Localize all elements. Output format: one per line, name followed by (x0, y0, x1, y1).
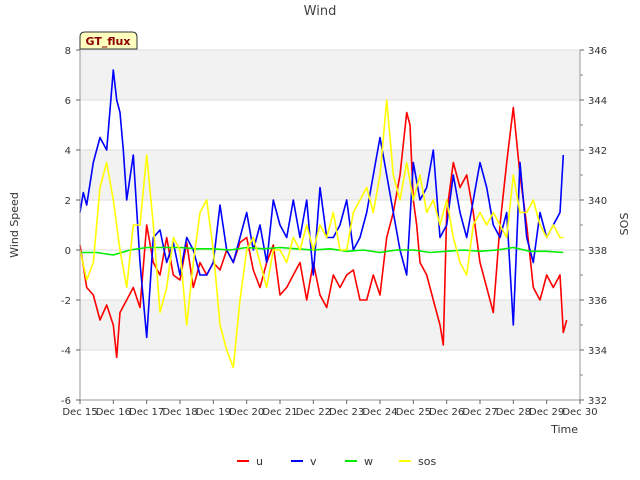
plot-background (80, 50, 580, 400)
y2-tick-label-3: 338 (588, 246, 607, 257)
legend-label-w: w (364, 455, 373, 468)
y-tick-label-6: 6 (65, 96, 71, 107)
legend-label-v: v (310, 455, 317, 468)
y2-tick-label-1: 334 (588, 346, 607, 357)
y2-tick-label-2: 336 (588, 296, 607, 307)
badge-box (79, 31, 138, 50)
y-tick-label-4: 2 (65, 196, 71, 207)
series-line-u (79, 106, 568, 359)
badge-label: GT_flux (86, 35, 131, 48)
x-tick-label-11: Dec 26 (429, 407, 464, 418)
x-tick-label-9: Dec 24 (362, 407, 397, 418)
legend-label-u: u (256, 455, 263, 468)
y-tick-label-3: 0 (65, 246, 71, 257)
legend: u v w sos (237, 455, 436, 468)
y-tick-label-5: 4 (65, 146, 71, 157)
x-tick-label-8: Dec 23 (329, 407, 364, 418)
band-1 (80, 150, 580, 200)
y2-ticks: 332 334 336 338 340 342 344 346 (580, 46, 607, 407)
x-axis-title: Time (550, 423, 578, 436)
y-axis-title: Wind Speed (8, 192, 21, 258)
x-tick-label-5: Dec 20 (229, 407, 264, 418)
series-line-w (80, 246, 564, 256)
x-tick-label-7: Dec 22 (296, 407, 331, 418)
y2-tick-label-0: 332 (588, 396, 607, 407)
chart-title: Wind (304, 4, 337, 19)
site-badge: GT_flux (79, 31, 138, 50)
series-lines (79, 69, 568, 369)
y-ticks: -6 -4 -2 0 2 4 6 8 (61, 46, 80, 407)
y2-tick-label-6: 344 (588, 96, 607, 107)
x-tick-label-14: Dec 29 (529, 407, 564, 418)
band-0 (80, 300, 580, 350)
y-tick-label-0: -6 (61, 396, 71, 407)
x-tick-label-10: Dec 25 (396, 407, 431, 418)
x-tick-label-0: Dec 15 (62, 407, 97, 418)
y2-tick-label-5: 342 (588, 146, 607, 157)
x-tick-label-2: Dec 17 (129, 407, 164, 418)
x-tick-label-3: Dec 18 (162, 407, 197, 418)
x-tick-label-6: Dec 21 (262, 407, 297, 418)
x-tick-label-13: Dec 28 (496, 407, 531, 418)
y2-tick-label-7: 346 (588, 46, 607, 57)
x-tick-label-12: Dec 27 (462, 407, 497, 418)
y2-axis-title: SOS (618, 213, 631, 236)
y-tick-label-1: -4 (61, 346, 71, 357)
x-tick-label-4: Dec 19 (196, 407, 231, 418)
y-tick-label-7: 8 (65, 46, 71, 57)
series-line-v (79, 69, 565, 339)
y2-tick-label-4: 340 (588, 196, 607, 207)
legend-label-sos: sos (418, 455, 436, 468)
x-tick-label-1: Dec 16 (96, 407, 131, 418)
band-2 (80, 50, 580, 100)
y-tick-label-2: -2 (61, 296, 71, 307)
x-tick-label-15: Dec 30 (562, 407, 597, 418)
series-line-sos (79, 99, 564, 369)
